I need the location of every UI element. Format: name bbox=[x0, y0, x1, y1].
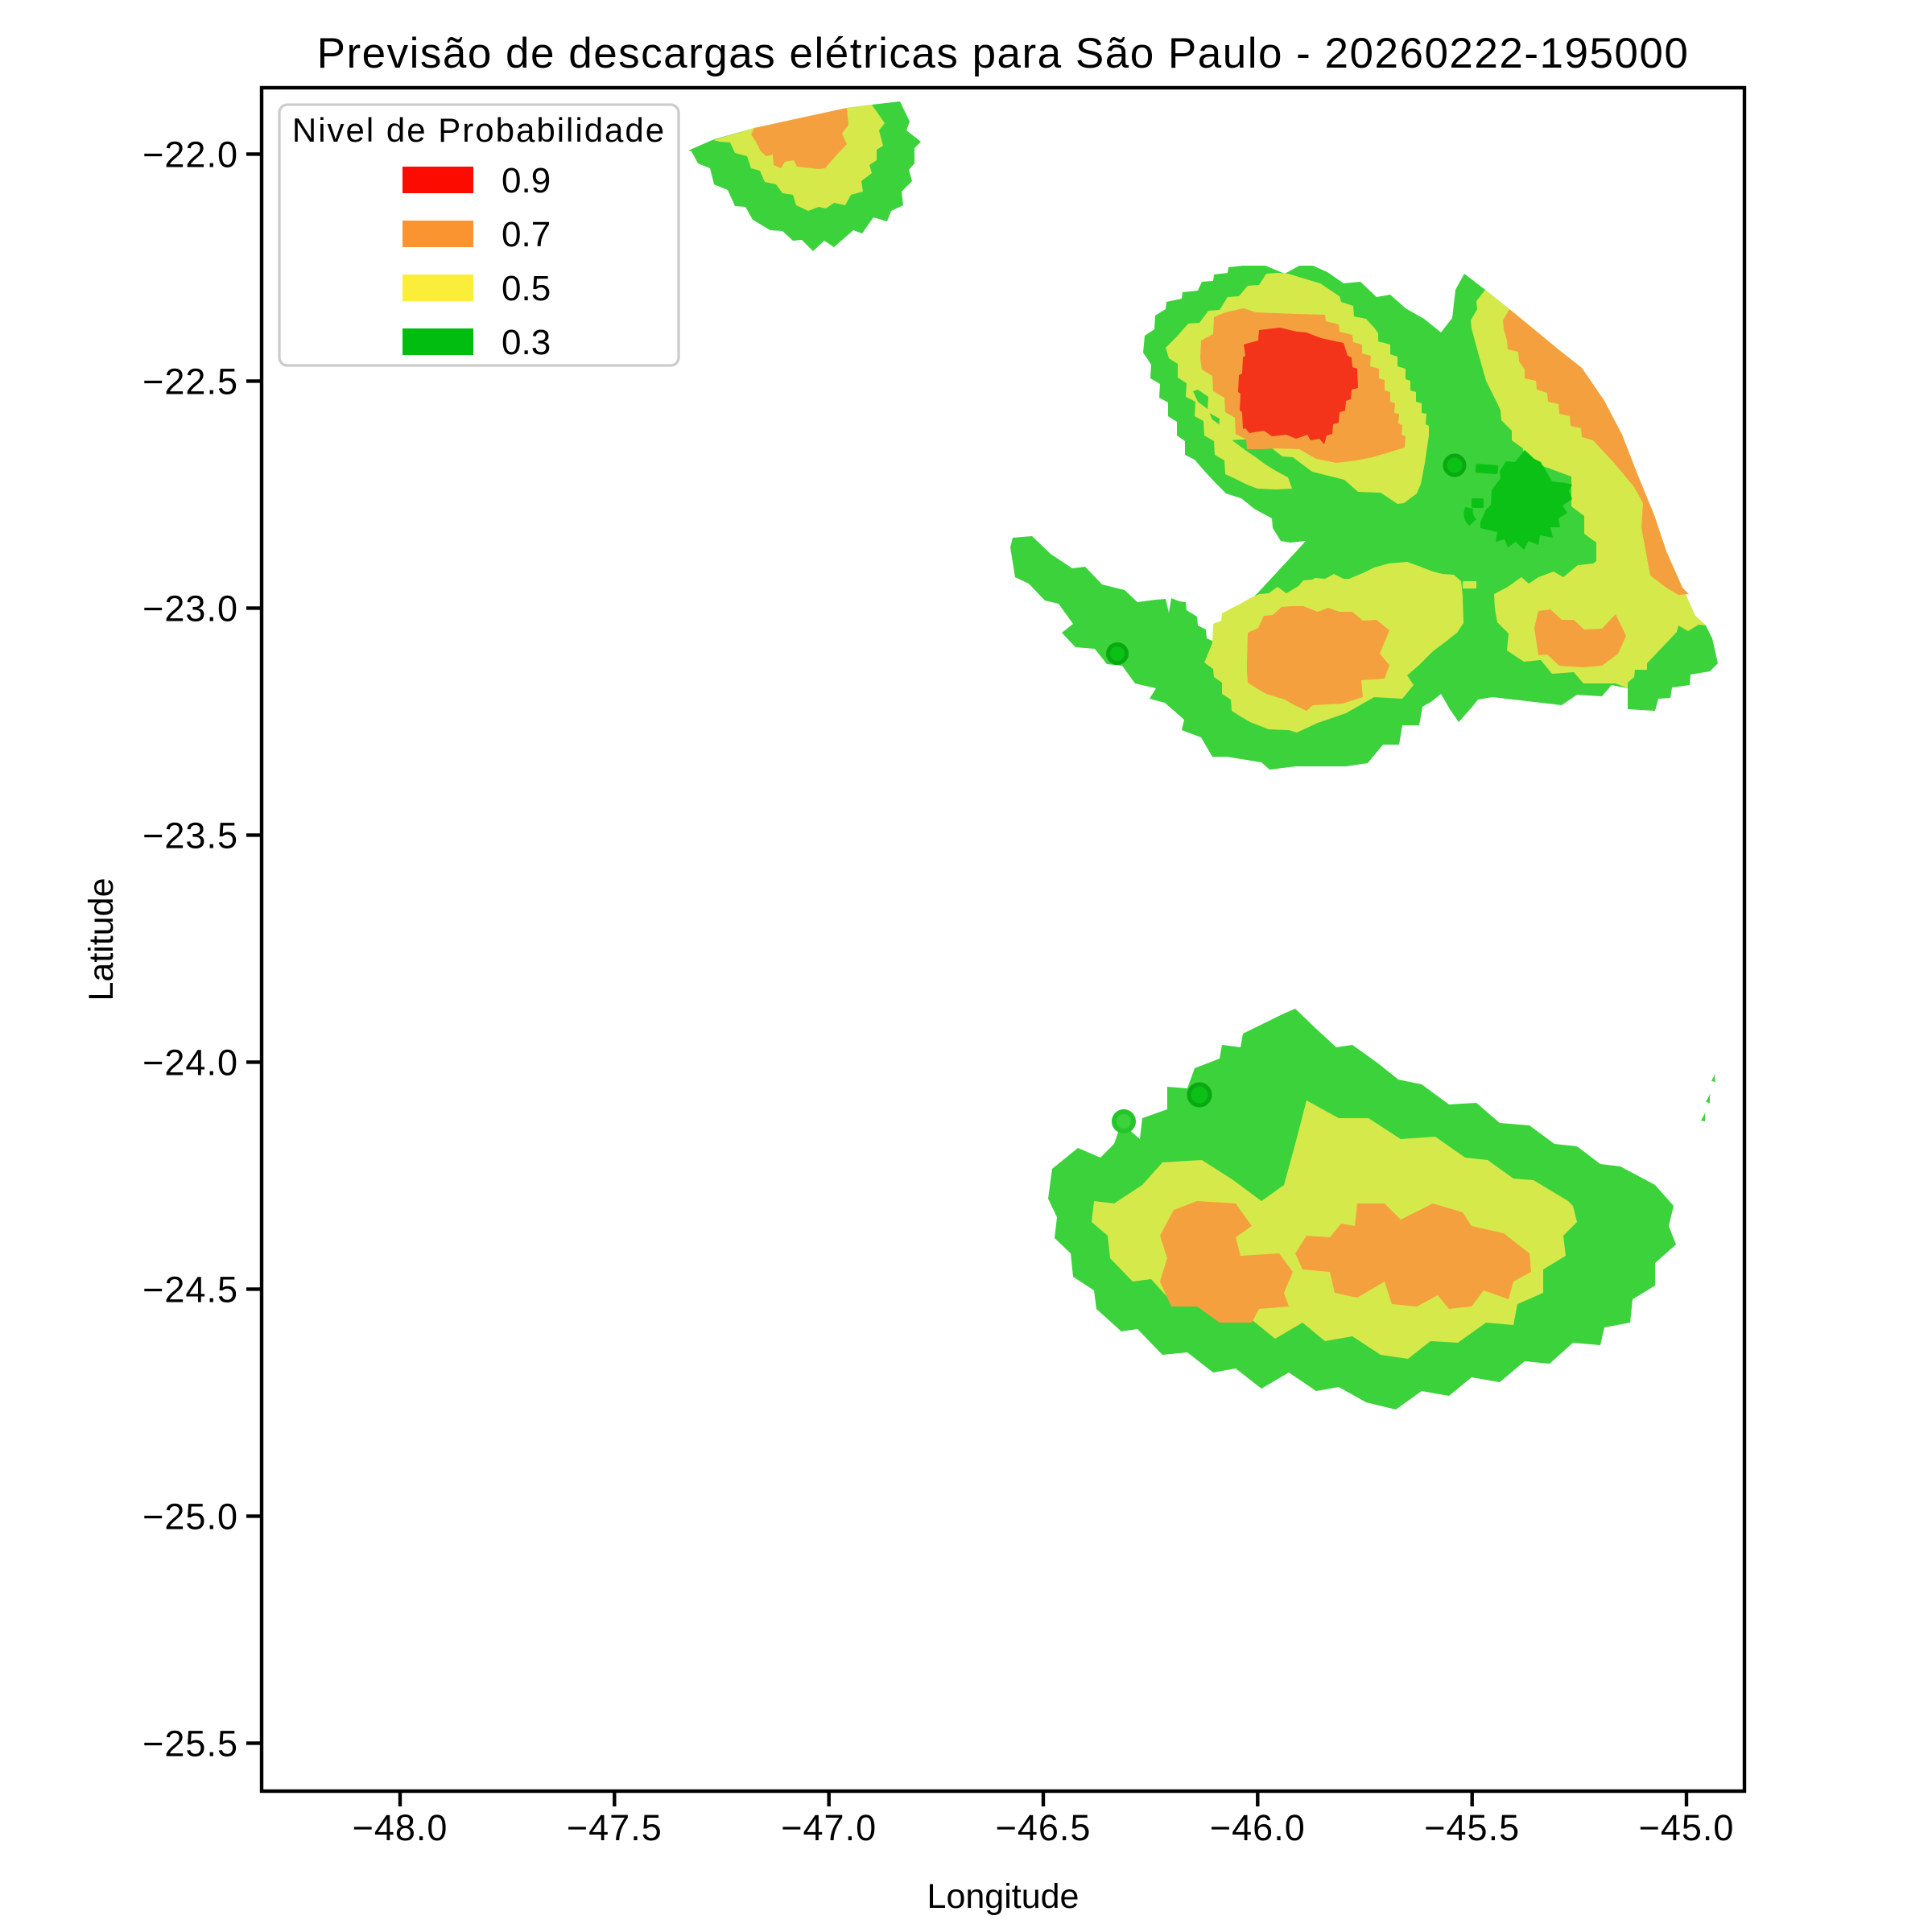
svg-text:−47.0: −47.0 bbox=[781, 1807, 877, 1848]
svg-text:−25.0: −25.0 bbox=[142, 1496, 238, 1537]
svg-text:−25.5: −25.5 bbox=[142, 1723, 238, 1764]
svg-text:0.3: 0.3 bbox=[502, 323, 551, 362]
svg-text:−45.0: −45.0 bbox=[1639, 1807, 1735, 1848]
svg-text:−24.0: −24.0 bbox=[142, 1042, 238, 1083]
svg-text:Longitude: Longitude bbox=[927, 1877, 1080, 1916]
svg-text:Latitude: Latitude bbox=[82, 877, 121, 1001]
svg-text:−48.0: −48.0 bbox=[353, 1807, 448, 1848]
svg-text:0.7: 0.7 bbox=[502, 215, 551, 254]
svg-text:−47.5: −47.5 bbox=[567, 1807, 663, 1848]
svg-text:−22.5: −22.5 bbox=[142, 361, 238, 402]
svg-text:−23.0: −23.0 bbox=[142, 588, 238, 629]
svg-text:Previsão de descargas elétrica: Previsão de descargas elétricas para São… bbox=[317, 30, 1690, 77]
svg-text:0.5: 0.5 bbox=[502, 269, 551, 308]
svg-text:−24.5: −24.5 bbox=[142, 1269, 238, 1310]
svg-text:−46.0: −46.0 bbox=[1210, 1807, 1306, 1848]
svg-text:−46.5: −46.5 bbox=[996, 1807, 1092, 1848]
svg-text:Nivel de Probabilidade: Nivel de Probabilidade bbox=[292, 111, 666, 149]
svg-text:−22.0: −22.0 bbox=[142, 134, 238, 175]
svg-text:0.9: 0.9 bbox=[502, 161, 551, 200]
svg-text:−45.5: −45.5 bbox=[1424, 1807, 1520, 1848]
svg-text:−23.5: −23.5 bbox=[142, 815, 238, 856]
